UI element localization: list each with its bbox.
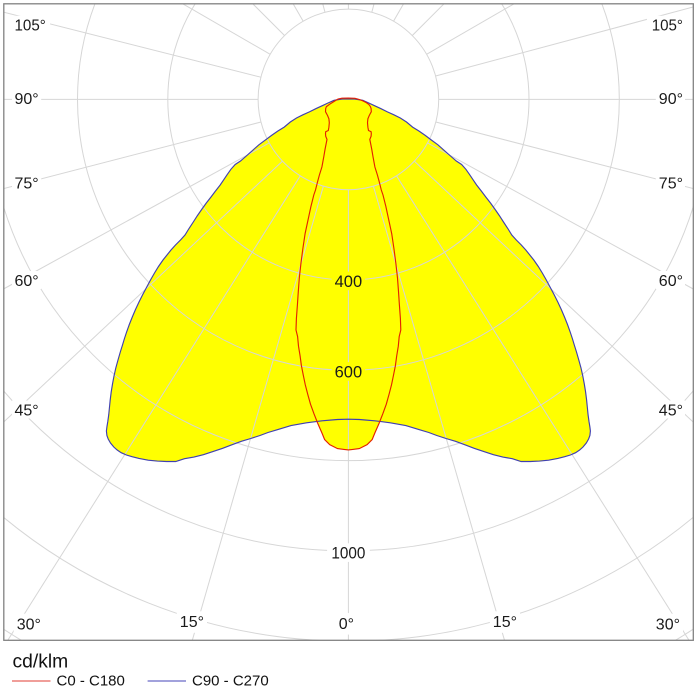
svg-text:60°: 60° — [15, 273, 39, 290]
svg-text:30°: 30° — [17, 617, 41, 634]
svg-text:600: 600 — [335, 363, 363, 381]
svg-text:1000: 1000 — [331, 545, 365, 563]
svg-text:90°: 90° — [15, 91, 39, 108]
svg-text:45°: 45° — [659, 402, 683, 419]
svg-text:C90 - C270: C90 - C270 — [192, 672, 269, 689]
svg-text:400: 400 — [335, 273, 363, 291]
svg-text:45°: 45° — [15, 402, 39, 419]
svg-text:30°: 30° — [656, 617, 680, 634]
svg-text:105°: 105° — [15, 18, 46, 35]
svg-text:75°: 75° — [659, 175, 683, 192]
svg-text:0°: 0° — [339, 616, 354, 633]
svg-text:60°: 60° — [659, 273, 683, 290]
svg-text:C0 - C180: C0 - C180 — [57, 672, 125, 689]
svg-text:cd/klm: cd/klm — [13, 652, 69, 673]
svg-text:105°: 105° — [652, 18, 683, 35]
svg-text:75°: 75° — [15, 175, 39, 192]
svg-text:15°: 15° — [493, 614, 517, 631]
svg-text:15°: 15° — [180, 614, 204, 631]
svg-text:90°: 90° — [659, 91, 683, 108]
